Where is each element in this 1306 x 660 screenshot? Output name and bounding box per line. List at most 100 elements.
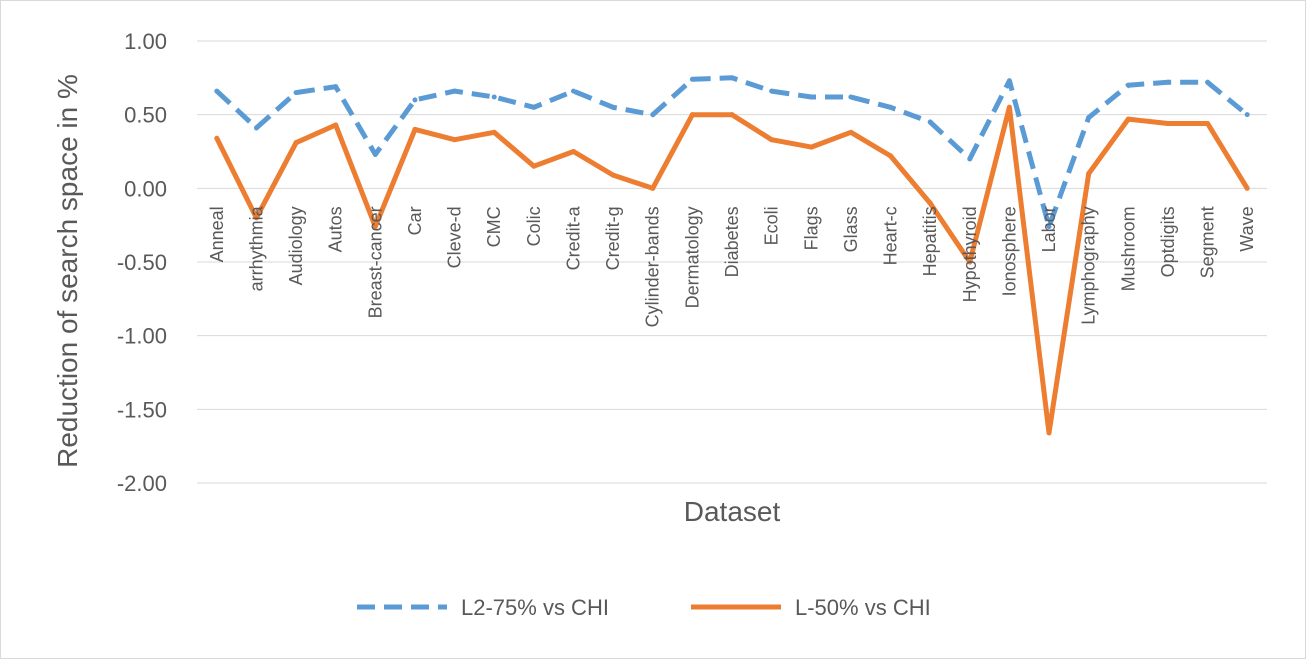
data-point bbox=[570, 149, 576, 154]
x-tick-label: arrhythmia bbox=[246, 205, 266, 291]
x-tick-label: Audiology bbox=[286, 206, 306, 285]
y-axis-tick-labels: 1.00 0.50 0.00 -0.50 -1.00 -1.50 -2.00 bbox=[117, 29, 167, 496]
data-point bbox=[372, 151, 378, 157]
x-tick-label: CMC bbox=[484, 206, 504, 247]
data-point bbox=[927, 119, 933, 125]
data-point bbox=[372, 224, 378, 230]
x-axis-title: Dataset bbox=[684, 496, 781, 527]
data-point bbox=[412, 126, 418, 132]
data-point bbox=[769, 88, 775, 94]
legend-label: L-50% vs CHI bbox=[795, 595, 931, 620]
data-point bbox=[333, 84, 339, 90]
gridlines bbox=[197, 40, 1267, 484]
data-point bbox=[412, 97, 418, 103]
data-point bbox=[1125, 116, 1131, 122]
data-point bbox=[610, 104, 616, 110]
x-tick-label: Credit-a bbox=[563, 205, 583, 270]
x-tick-label: Cleve-d bbox=[445, 206, 465, 268]
data-point bbox=[1205, 121, 1211, 127]
x-tick-label: Ionosphere bbox=[999, 206, 1019, 296]
x-tick-label: Flags bbox=[801, 206, 821, 250]
x-tick-label: Mushroom bbox=[1118, 206, 1138, 291]
data-point bbox=[1046, 224, 1052, 230]
data-point bbox=[1244, 112, 1250, 118]
data-point bbox=[214, 135, 220, 141]
data-point bbox=[967, 259, 973, 265]
data-point bbox=[214, 88, 220, 94]
x-tick-label: Colic bbox=[524, 206, 544, 246]
x-tick-label: Diabetes bbox=[722, 206, 742, 277]
x-tick-label: Heart-c bbox=[881, 206, 901, 265]
data-point bbox=[888, 104, 894, 110]
data-point bbox=[808, 94, 814, 100]
data-point bbox=[531, 163, 537, 169]
data-point bbox=[848, 94, 854, 100]
data-point bbox=[689, 112, 695, 118]
data-point bbox=[650, 112, 656, 118]
x-tick-label: Dermatology bbox=[682, 206, 702, 308]
x-axis-tick-labels: Anneal arrhythmia Audiology Autos Breast-can… bbox=[207, 205, 1257, 327]
data-point bbox=[293, 140, 299, 146]
data-point bbox=[452, 88, 458, 94]
data-point bbox=[1006, 104, 1012, 110]
x-tick-label: Labor bbox=[1039, 206, 1059, 252]
data-point bbox=[927, 200, 933, 206]
data-point bbox=[293, 90, 299, 96]
x-tick-label: Wave bbox=[1237, 206, 1257, 251]
data-point bbox=[253, 125, 259, 131]
data-point bbox=[1165, 79, 1171, 85]
data-point bbox=[689, 76, 695, 82]
data-point bbox=[650, 185, 656, 191]
x-tick-label: Ecoli bbox=[762, 206, 782, 245]
data-point bbox=[333, 122, 339, 128]
series-line-1 bbox=[215, 75, 1249, 230]
x-tick-label: Lymphography bbox=[1079, 206, 1099, 324]
y-tick-label: -1.50 bbox=[117, 397, 167, 422]
data-point bbox=[769, 137, 775, 143]
x-tick-label: Autos bbox=[326, 206, 346, 252]
series-lines bbox=[214, 75, 1250, 436]
data-point bbox=[888, 153, 894, 159]
data-point bbox=[1165, 121, 1171, 127]
y-tick-label: 0.00 bbox=[124, 176, 167, 201]
x-tick-label: Breast-cancer bbox=[365, 206, 385, 318]
x-tick-label: Anneal bbox=[207, 206, 227, 262]
data-point bbox=[808, 144, 814, 150]
y-axis-title: Reduction of search space in % bbox=[52, 74, 83, 468]
legend-label: L2-75% vs CHI bbox=[461, 595, 609, 620]
data-point bbox=[531, 104, 537, 110]
data-point bbox=[570, 88, 576, 94]
y-tick-label: -1.00 bbox=[117, 324, 167, 349]
data-point bbox=[729, 75, 735, 81]
data-point bbox=[1125, 82, 1131, 88]
data-point bbox=[253, 215, 259, 221]
x-tick-label: Segment bbox=[1198, 206, 1218, 278]
data-point bbox=[1205, 79, 1211, 85]
x-tick-label: Optdigits bbox=[1158, 206, 1178, 277]
data-point bbox=[610, 172, 616, 178]
data-point bbox=[452, 137, 458, 143]
data-point bbox=[848, 129, 854, 135]
x-tick-label: Cylinder-bands bbox=[643, 206, 663, 327]
data-point bbox=[967, 156, 973, 162]
data-point bbox=[491, 129, 497, 135]
x-tick-label: Glass bbox=[841, 206, 861, 252]
x-tick-label: Credit-g bbox=[603, 206, 623, 270]
data-point bbox=[1244, 185, 1250, 191]
y-tick-label: 0.50 bbox=[124, 103, 167, 128]
data-point bbox=[729, 112, 735, 118]
y-tick-label: -2.00 bbox=[117, 471, 167, 496]
data-point bbox=[491, 94, 497, 100]
x-tick-label: Hepatitis bbox=[920, 206, 940, 276]
legend: L2-75% vs CHI L-50% vs CHI bbox=[357, 595, 931, 620]
x-tick-label: Car bbox=[405, 206, 425, 235]
data-point bbox=[1086, 115, 1092, 121]
data-point bbox=[1006, 78, 1012, 84]
data-point bbox=[1046, 430, 1052, 436]
y-tick-label: 1.00 bbox=[124, 29, 167, 54]
data-point bbox=[1086, 171, 1092, 177]
y-tick-label: -0.50 bbox=[117, 250, 167, 275]
x-tick-label: Hypothyroid bbox=[960, 206, 980, 302]
